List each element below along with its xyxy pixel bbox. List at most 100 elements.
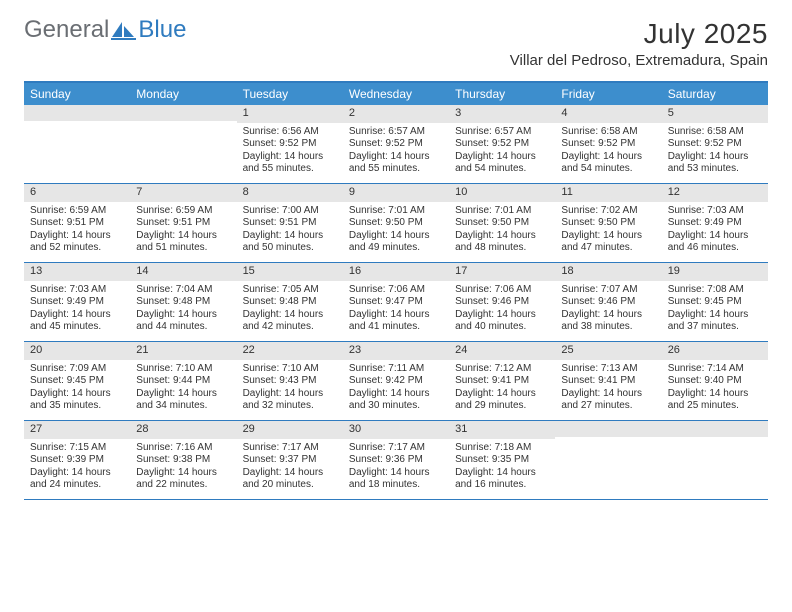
- daylight-line: Daylight: 14 hours and 47 minutes.: [561, 230, 655, 255]
- daylight-line: Daylight: 14 hours and 42 minutes.: [243, 309, 337, 334]
- week-row: 1Sunrise: 6:56 AMSunset: 9:52 PMDaylight…: [24, 105, 768, 184]
- sunset-line: Sunset: 9:38 PM: [136, 454, 230, 467]
- day-body: Sunrise: 6:56 AMSunset: 9:52 PMDaylight:…: [237, 123, 343, 180]
- day-body: Sunrise: 7:10 AMSunset: 9:43 PMDaylight:…: [237, 360, 343, 417]
- day-cell: 5Sunrise: 6:58 AMSunset: 9:52 PMDaylight…: [662, 105, 768, 183]
- sunset-line: Sunset: 9:51 PM: [243, 217, 337, 230]
- day-cell: 20Sunrise: 7:09 AMSunset: 9:45 PMDayligh…: [24, 342, 130, 420]
- sunset-line: Sunset: 9:40 PM: [668, 375, 762, 388]
- day-number: 11: [555, 184, 661, 202]
- day-body: Sunrise: 6:59 AMSunset: 9:51 PMDaylight:…: [130, 202, 236, 259]
- daylight-line: Daylight: 14 hours and 49 minutes.: [349, 230, 443, 255]
- day-body: Sunrise: 7:00 AMSunset: 9:51 PMDaylight:…: [237, 202, 343, 259]
- empty-day-number: [24, 105, 130, 121]
- day-number: 8: [237, 184, 343, 202]
- day-cell: 31Sunrise: 7:18 AMSunset: 9:35 PMDayligh…: [449, 421, 555, 499]
- sunrise-line: Sunrise: 7:16 AM: [136, 442, 230, 455]
- sunrise-line: Sunrise: 7:07 AM: [561, 284, 655, 297]
- week-row: 13Sunrise: 7:03 AMSunset: 9:49 PMDayligh…: [24, 263, 768, 342]
- day-cell: 21Sunrise: 7:10 AMSunset: 9:44 PMDayligh…: [130, 342, 236, 420]
- day-number: 9: [343, 184, 449, 202]
- day-number: 17: [449, 263, 555, 281]
- sunset-line: Sunset: 9:41 PM: [455, 375, 549, 388]
- day-cell: [130, 105, 236, 183]
- sunset-line: Sunset: 9:50 PM: [455, 217, 549, 230]
- sunset-line: Sunset: 9:51 PM: [30, 217, 124, 230]
- day-number: 19: [662, 263, 768, 281]
- day-body: Sunrise: 7:03 AMSunset: 9:49 PMDaylight:…: [24, 281, 130, 338]
- logo-sail-icon: [111, 20, 137, 40]
- sunrise-line: Sunrise: 7:13 AM: [561, 363, 655, 376]
- day-cell: 3Sunrise: 6:57 AMSunset: 9:52 PMDaylight…: [449, 105, 555, 183]
- day-number: 2: [343, 105, 449, 123]
- sunrise-line: Sunrise: 7:03 AM: [30, 284, 124, 297]
- sunrise-line: Sunrise: 7:06 AM: [349, 284, 443, 297]
- day-cell: 22Sunrise: 7:10 AMSunset: 9:43 PMDayligh…: [237, 342, 343, 420]
- day-body: Sunrise: 7:05 AMSunset: 9:48 PMDaylight:…: [237, 281, 343, 338]
- day-number: 15: [237, 263, 343, 281]
- day-cell: 11 Sunrise: 7:02 AMSunset: 9:50 PMDayligh…: [555, 184, 661, 262]
- day-number: 30: [343, 421, 449, 439]
- day-cell: 13Sunrise: 7:03 AMSunset: 9:49 PMDayligh…: [24, 263, 130, 341]
- daylight-line: Daylight: 14 hours and 51 minutes.: [136, 230, 230, 255]
- day-cell: 30 Sunrise: 7:17 AMSunset: 9:36 PMDayligh…: [343, 421, 449, 499]
- day-number: 28: [130, 421, 236, 439]
- day-body: Sunrise: 7:10 AMSunset: 9:44 PMDaylight:…: [130, 360, 236, 417]
- sunset-line: Sunset: 9:36 PM: [349, 454, 443, 467]
- sunset-line: Sunset: 9:37 PM: [243, 454, 337, 467]
- day-number: 26: [662, 342, 768, 360]
- day-cell: [24, 105, 130, 183]
- sunrise-line: Sunrise: 7:10 AM: [136, 363, 230, 376]
- day-cell: 23Sunrise: 7:11 AMSunset: 9:42 PMDayligh…: [343, 342, 449, 420]
- day-number: 5: [662, 105, 768, 123]
- sunrise-line: Sunrise: 6:57 AM: [455, 126, 549, 139]
- day-number: 27: [24, 421, 130, 439]
- sunrise-line: Sunrise: 7:17 AM: [349, 442, 443, 455]
- day-body: Sunrise: 7:01 AMSunset: 9:50 PMDaylight:…: [343, 202, 449, 259]
- empty-day-number: [555, 421, 661, 437]
- daylight-line: Daylight: 14 hours and 32 minutes.: [243, 388, 337, 413]
- calendar: SundayMondayTuesdayWednesdayThursdayFrid…: [24, 81, 768, 500]
- daylight-line: Daylight: 14 hours and 40 minutes.: [455, 309, 549, 334]
- daylight-line: Daylight: 14 hours and 54 minutes.: [455, 151, 549, 176]
- daylight-line: Daylight: 14 hours and 37 minutes.: [668, 309, 762, 334]
- daylight-line: Daylight: 14 hours and 20 minutes.: [243, 467, 337, 492]
- day-number: 25: [555, 342, 661, 360]
- day-body: Sunrise: 6:58 AMSunset: 9:52 PMDaylight:…: [662, 123, 768, 180]
- day-cell: 16Sunrise: 7:06 AMSunset: 9:47 PMDayligh…: [343, 263, 449, 341]
- sunset-line: Sunset: 9:49 PM: [30, 296, 124, 309]
- daylight-line: Daylight: 14 hours and 18 minutes.: [349, 467, 443, 492]
- sunset-line: Sunset: 9:45 PM: [668, 296, 762, 309]
- day-header-row: SundayMondayTuesdayWednesdayThursdayFrid…: [24, 83, 768, 105]
- day-number: 10: [449, 184, 555, 202]
- day-body: Sunrise: 7:18 AMSunset: 9:35 PMDaylight:…: [449, 439, 555, 496]
- daylight-line: Daylight: 14 hours and 38 minutes.: [561, 309, 655, 334]
- sunrise-line: Sunrise: 6:58 AM: [561, 126, 655, 139]
- location: Villar del Pedroso, Extremadura, Spain: [510, 52, 768, 69]
- sunset-line: Sunset: 9:43 PM: [243, 375, 337, 388]
- sunrise-line: Sunrise: 7:17 AM: [243, 442, 337, 455]
- daylight-line: Daylight: 14 hours and 48 minutes.: [455, 230, 549, 255]
- sunset-line: Sunset: 9:50 PM: [561, 217, 655, 230]
- day-cell: 7Sunrise: 6:59 AMSunset: 9:51 PMDaylight…: [130, 184, 236, 262]
- sunrise-line: Sunrise: 7:08 AM: [668, 284, 762, 297]
- sunset-line: Sunset: 9:51 PM: [136, 217, 230, 230]
- logo: General Blue: [24, 18, 186, 42]
- day-number: 7: [130, 184, 236, 202]
- daylight-line: Daylight: 14 hours and 24 minutes.: [30, 467, 124, 492]
- daylight-line: Daylight: 14 hours and 41 minutes.: [349, 309, 443, 334]
- day-header-cell: Thursday: [449, 83, 555, 105]
- day-body: Sunrise: 7:01 AMSunset: 9:50 PMDaylight:…: [449, 202, 555, 259]
- sunset-line: Sunset: 9:42 PM: [349, 375, 443, 388]
- sunset-line: Sunset: 9:35 PM: [455, 454, 549, 467]
- sunrise-line: Sunrise: 6:58 AM: [668, 126, 762, 139]
- sunset-line: Sunset: 9:52 PM: [455, 138, 549, 151]
- sunrise-line: Sunrise: 7:03 AM: [668, 205, 762, 218]
- daylight-line: Daylight: 14 hours and 53 minutes.: [668, 151, 762, 176]
- daylight-line: Daylight: 14 hours and 55 minutes.: [349, 151, 443, 176]
- sunset-line: Sunset: 9:49 PM: [668, 217, 762, 230]
- sunrise-line: Sunrise: 7:02 AM: [561, 205, 655, 218]
- day-cell: 19 Sunrise: 7:08 AMSunset: 9:45 PMDayligh…: [662, 263, 768, 341]
- sunrise-line: Sunrise: 7:01 AM: [349, 205, 443, 218]
- day-header-cell: Sunday: [24, 83, 130, 105]
